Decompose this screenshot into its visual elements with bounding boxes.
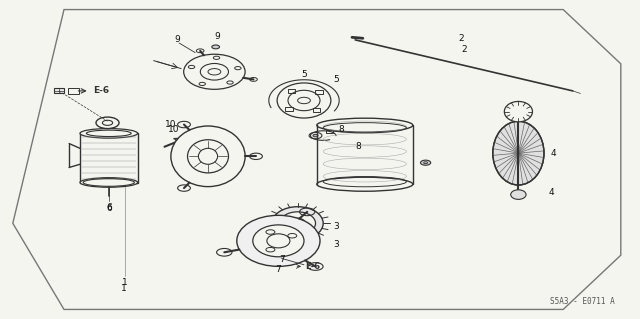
Text: 9: 9: [175, 35, 180, 44]
Bar: [285, 107, 293, 111]
Ellipse shape: [171, 126, 245, 187]
Text: 6: 6: [106, 203, 111, 212]
Ellipse shape: [272, 207, 323, 240]
Ellipse shape: [504, 101, 532, 122]
Ellipse shape: [253, 225, 304, 257]
Text: E-6: E-6: [305, 262, 321, 271]
Text: E-6: E-6: [93, 86, 109, 95]
Text: 7: 7: [279, 256, 284, 264]
Ellipse shape: [280, 212, 316, 235]
Text: 2: 2: [458, 34, 463, 43]
Bar: [312, 108, 320, 112]
Text: 10: 10: [165, 120, 177, 129]
Text: 5: 5: [301, 70, 307, 79]
Ellipse shape: [188, 140, 228, 173]
Bar: [54, 88, 64, 93]
Ellipse shape: [511, 190, 526, 199]
Text: 6: 6: [106, 204, 111, 213]
Text: 5: 5: [333, 75, 339, 84]
Bar: [80, 133, 138, 182]
Circle shape: [420, 160, 431, 165]
Text: 9: 9: [215, 32, 220, 41]
Ellipse shape: [493, 121, 544, 185]
Ellipse shape: [237, 215, 320, 266]
Ellipse shape: [317, 118, 413, 132]
Circle shape: [96, 117, 119, 129]
Text: 3: 3: [333, 240, 339, 249]
Circle shape: [212, 45, 220, 49]
Circle shape: [313, 134, 318, 137]
Text: 4: 4: [549, 189, 554, 197]
Bar: [68, 88, 79, 94]
Text: 1: 1: [122, 278, 127, 287]
Bar: [315, 90, 323, 94]
Bar: [326, 130, 333, 133]
Ellipse shape: [317, 177, 413, 191]
Text: 7: 7: [276, 265, 281, 274]
Ellipse shape: [80, 178, 138, 187]
Text: 10: 10: [168, 125, 180, 134]
Bar: [288, 89, 296, 93]
Text: S5A3 - E0711 A: S5A3 - E0711 A: [550, 297, 614, 306]
Ellipse shape: [80, 129, 138, 138]
Text: 8: 8: [356, 142, 361, 151]
Text: 8: 8: [339, 125, 344, 134]
Text: 2: 2: [461, 45, 467, 54]
Text: 1: 1: [121, 284, 126, 293]
Text: 3: 3: [333, 222, 339, 231]
Text: 4: 4: [551, 149, 556, 158]
